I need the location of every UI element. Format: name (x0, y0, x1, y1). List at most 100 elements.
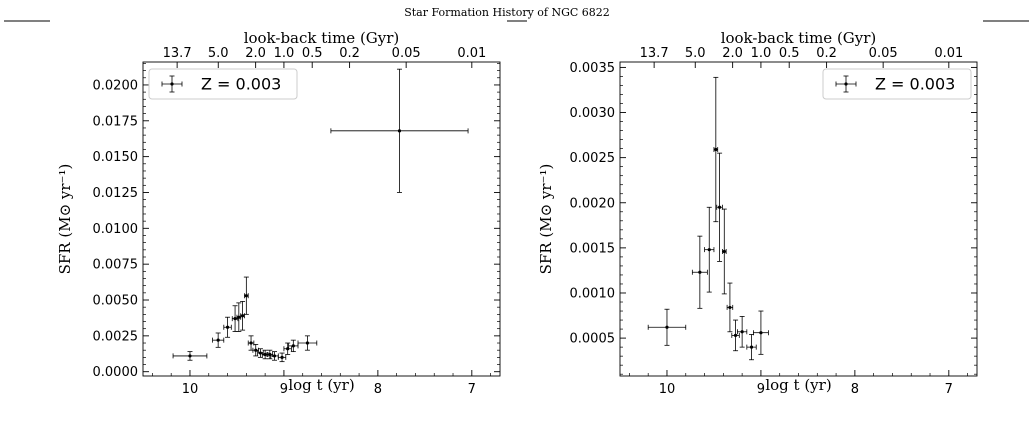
top-tick-label: 0.5 (302, 46, 323, 61)
data-point (330, 68, 469, 193)
y-tick-label: 0.0030 (570, 106, 616, 121)
x-tick-label: 8 (374, 382, 382, 397)
x-tick-label: 9 (280, 382, 288, 397)
y-tick-label: 0.0015 (570, 241, 616, 256)
top-tick-label: 0.05 (392, 46, 421, 61)
data-marker (249, 341, 253, 345)
data-marker (258, 351, 263, 355)
data-point (731, 319, 740, 352)
y-tick-label: 0.0000 (93, 365, 139, 380)
data-point (737, 316, 748, 348)
data-point (243, 276, 249, 315)
top-tick-label: 1.0 (751, 46, 772, 61)
y-axis-label: SFR (M⊙ yr⁻¹) (537, 164, 555, 275)
data-marker (188, 354, 192, 358)
data-marker (233, 317, 237, 321)
legend-label: Z = 0.003 (875, 75, 955, 94)
top-axis-label: look-back time (Gyr) (721, 29, 877, 47)
x-tick-label: 10 (659, 382, 676, 397)
data-point (223, 316, 232, 338)
legend-marker (844, 82, 848, 86)
data-marker (722, 249, 726, 254)
legend-marker (170, 82, 174, 86)
top-tick-label: 0.01 (934, 46, 963, 61)
data-marker (698, 270, 702, 274)
top-tick-label: 13.7 (640, 46, 669, 61)
data-marker (216, 338, 220, 342)
x-axis-label: log t (yr) (765, 376, 831, 394)
data-point (288, 339, 299, 353)
top-tick-label: 5.0 (208, 46, 229, 61)
data-marker (240, 314, 245, 318)
data-point (746, 334, 757, 361)
data-point (647, 308, 687, 346)
data-marker (728, 305, 732, 310)
data-point (726, 282, 734, 333)
plot-frame (619, 61, 978, 377)
y-tick-label: 0.0050 (93, 294, 139, 309)
y-tick-label: 0.0005 (570, 332, 616, 347)
data-marker (280, 355, 284, 359)
y-axis-label: SFR (M⊙ yr⁻¹) (56, 164, 74, 275)
legend-label: Z = 0.003 (201, 75, 281, 94)
y-tick-label: 0.0010 (570, 286, 616, 301)
data-marker (237, 315, 241, 319)
data-marker (263, 352, 267, 357)
data-point (172, 351, 208, 361)
y-tick-label: 0.0075 (93, 258, 139, 273)
data-marker (397, 129, 402, 133)
data-point (721, 208, 727, 295)
x-tick-label: 10 (182, 382, 199, 397)
top-tick-label: 0.05 (869, 46, 898, 61)
data-point (691, 235, 708, 309)
top-tick-label: 0.2 (339, 46, 360, 61)
data-marker (225, 325, 230, 329)
data-marker (244, 294, 248, 298)
data-point (753, 310, 769, 355)
top-tick-label: 0.5 (779, 46, 800, 61)
top-tick-label: 1.0 (274, 46, 295, 61)
data-marker (254, 348, 258, 352)
panel-1: 10 9 8 7 13.7 5.0 2.0 1.0 0.5 0.2 0.05 0.01 0.0000 0.… (56, 29, 501, 397)
top-tick-label: 0.2 (816, 46, 837, 61)
data-marker (714, 147, 718, 152)
top-tick-label: 2.0 (245, 46, 266, 61)
data-marker (717, 205, 722, 209)
data-marker (749, 345, 754, 349)
x-tick-label: 7 (468, 382, 476, 397)
y-tick-label: 0.0200 (93, 78, 139, 93)
data-marker (707, 248, 711, 252)
y-tick-label: 0.0100 (93, 222, 139, 237)
data-marker (733, 333, 738, 337)
data-point (266, 349, 274, 360)
plot-frame (142, 61, 501, 377)
y-tick-label: 0.0035 (570, 61, 616, 76)
data-marker (665, 325, 669, 329)
panel-2: 10 9 8 7 13.7 5.0 2.0 1.0 0.5 0.2 0.05 0.01 0.0005 0.… (537, 29, 978, 397)
data-marker (740, 330, 744, 334)
y-tick-label: 0.0175 (93, 114, 139, 129)
data-point (240, 301, 246, 331)
data-point (297, 335, 318, 351)
data-marker (305, 341, 310, 345)
data-point (716, 152, 723, 262)
x-tick-label: 8 (851, 382, 859, 397)
top-tick-label: 0.01 (457, 46, 486, 61)
x-axis-label: log t (yr) (288, 376, 354, 394)
y-tick-label: 0.0020 (570, 196, 616, 211)
legend-box (822, 68, 972, 100)
data-point (277, 352, 287, 363)
data-point (704, 206, 715, 293)
legend: Z = 0.003 (148, 68, 298, 100)
top-tick-label: 5.0 (685, 46, 706, 61)
data-point (261, 349, 269, 360)
top-tick-label: 13.7 (163, 46, 192, 61)
legend-box (148, 68, 298, 100)
top-tick-label: 2.0 (722, 46, 743, 61)
y-tick-label: 0.0150 (93, 150, 139, 165)
data-point (713, 76, 719, 223)
legend: Z = 0.003 (822, 68, 972, 100)
y-tick-label: 0.0125 (93, 186, 139, 201)
data-point (212, 332, 225, 348)
